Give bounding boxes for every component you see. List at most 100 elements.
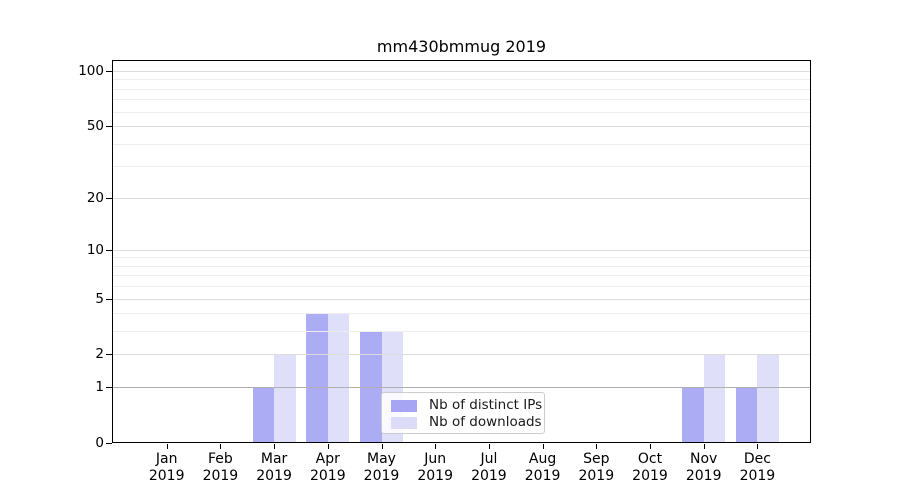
- x-tick-label: Dec 2019: [725, 451, 789, 484]
- x-tick-year: 2019: [739, 467, 776, 484]
- x-tick-mark: [166, 444, 168, 449]
- x-tick-mark: [757, 444, 759, 449]
- x-tick-mark: [435, 444, 437, 449]
- legend: Nb of distinct IPs Nb of downloads: [381, 392, 545, 434]
- x-tick-mark: [488, 444, 490, 449]
- bar-downloads-dec: [757, 354, 779, 443]
- minor-gridline: [113, 79, 810, 81]
- bar-distinct-ips-apr: [306, 313, 328, 443]
- major-gridline: [113, 387, 810, 389]
- x-tick-label: Jul 2019: [457, 451, 521, 484]
- x-tick-month: Jan: [155, 451, 178, 467]
- grid-layer: [112, 60, 811, 443]
- y-tick-label: 2: [95, 346, 104, 363]
- y-tick-label: 20: [86, 189, 104, 206]
- x-tick-month: May: [367, 451, 396, 467]
- legend-entry-distinct-ips: Nb of distinct IPs: [391, 397, 542, 414]
- y-tick-mark: [106, 197, 112, 199]
- y-tick-label: 0: [95, 435, 104, 451]
- minor-gridline: [113, 313, 810, 315]
- x-tick-mark: [703, 444, 705, 449]
- x-tick-year: 2019: [202, 467, 239, 484]
- x-tick-year: 2019: [524, 467, 561, 484]
- y-tick-mark: [106, 354, 112, 356]
- minor-gridline: [113, 111, 810, 113]
- bar-downloads-mar: [274, 354, 296, 443]
- legend-swatch-distinct-ips: [391, 399, 417, 412]
- minor-gridline: [113, 143, 810, 145]
- major-gridline: [113, 354, 810, 356]
- minor-gridline: [113, 166, 810, 168]
- x-tick-label: Mar 2019: [242, 451, 306, 484]
- y-tick-mark: [106, 387, 112, 389]
- x-tick-year: 2019: [148, 467, 185, 484]
- y-tick-mark: [106, 126, 112, 128]
- x-tick-month: Sep: [583, 451, 610, 467]
- major-gridline: [113, 249, 810, 251]
- x-tick-label: Apr 2019: [296, 451, 360, 484]
- y-tick-label: 1: [95, 379, 104, 396]
- minor-gridline: [113, 265, 810, 267]
- y-tick-label: 100: [78, 62, 104, 79]
- x-tick-label: Feb 2019: [188, 451, 252, 484]
- x-tick-year: 2019: [417, 467, 453, 484]
- x-tick-label: Sep 2019: [564, 451, 628, 484]
- x-tick-mark: [274, 444, 276, 449]
- major-gridline: [113, 126, 810, 128]
- x-tick-month: Jun: [424, 451, 447, 467]
- bar-downloads-apr: [327, 313, 350, 443]
- x-tick-mark: [596, 444, 598, 449]
- x-tick-month: Apr: [315, 451, 340, 467]
- x-tick-month: Mar: [260, 451, 288, 467]
- major-gridline: [113, 298, 810, 300]
- x-tick-month: Oct: [637, 451, 663, 467]
- x-tick-label: Jun 2019: [403, 451, 467, 484]
- x-tick-mark: [542, 444, 544, 449]
- legend-entry-downloads: Nb of downloads: [391, 414, 542, 431]
- x-tick-mark: [381, 444, 383, 449]
- bar-distinct-ips-dec: [735, 387, 758, 443]
- plot-area: [112, 60, 811, 443]
- bar-downloads-nov: [703, 354, 726, 443]
- y-tick-mark: [106, 298, 112, 300]
- legend-swatch-downloads: [391, 416, 417, 429]
- minor-gridline: [113, 275, 810, 277]
- x-tick-year: 2019: [632, 467, 668, 484]
- legend-label-downloads: Nb of downloads: [429, 414, 542, 430]
- minor-gridline: [113, 331, 810, 333]
- bar-distinct-ips-nov: [682, 387, 704, 443]
- minor-gridline: [113, 257, 810, 259]
- x-tick-year: 2019: [471, 467, 507, 484]
- x-tick-month: Aug: [528, 451, 557, 467]
- x-tick-label: May 2019: [350, 451, 414, 484]
- x-tick-month: Jul: [480, 451, 498, 467]
- bar-distinct-ips-mar: [252, 387, 275, 443]
- chart-title: mm430bmmug 2019: [376, 37, 547, 56]
- y-tick-mark: [106, 70, 112, 72]
- minor-gridline: [113, 286, 810, 288]
- x-tick-month: Nov: [690, 451, 718, 467]
- x-tick-year: 2019: [363, 467, 400, 484]
- legend-label-distinct-ips: Nb of distinct IPs: [429, 397, 543, 413]
- y-tick-label: 10: [86, 241, 104, 258]
- y-tick-label: 50: [86, 118, 104, 135]
- x-tick-year: 2019: [685, 467, 722, 484]
- x-tick-month: Dec: [743, 451, 771, 467]
- y-tick-label: 5: [95, 290, 104, 307]
- y-tick-mark: [106, 443, 112, 444]
- x-tick-mark: [650, 444, 651, 449]
- x-tick-year: 2019: [578, 467, 615, 484]
- major-gridline: [113, 197, 810, 199]
- x-tick-mark: [327, 444, 329, 449]
- x-tick-month: Feb: [207, 451, 233, 467]
- x-tick-year: 2019: [309, 467, 346, 484]
- x-tick-label: Aug 2019: [511, 451, 575, 484]
- x-tick-label: Jan 2019: [135, 451, 199, 484]
- x-tick-year: 2019: [256, 467, 292, 484]
- y-tick-mark: [106, 249, 112, 251]
- minor-gridline: [113, 88, 810, 90]
- x-tick-label: Nov 2019: [672, 451, 736, 484]
- minor-gridline: [113, 99, 810, 101]
- x-tick-label: Oct 2019: [618, 451, 682, 484]
